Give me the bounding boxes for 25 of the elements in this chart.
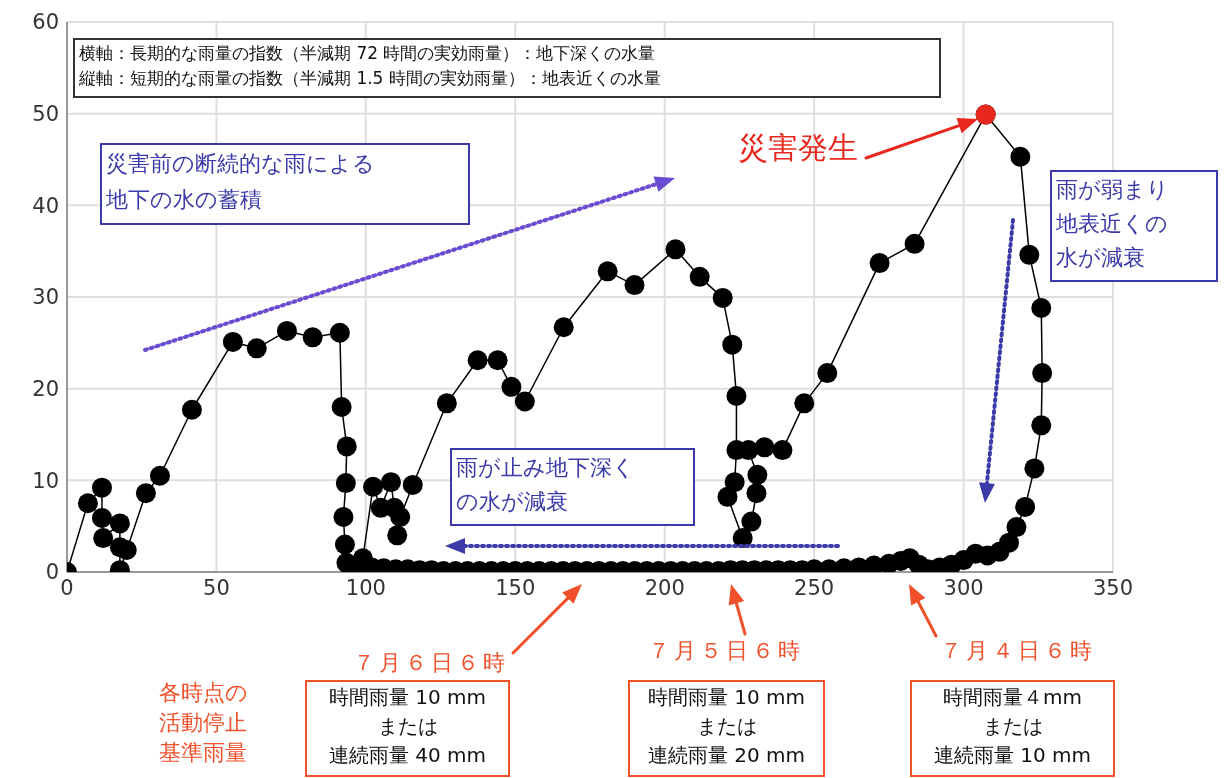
text: ７月５日６時 — [648, 637, 805, 665]
text: ７月６日６時 — [353, 649, 510, 677]
y-tick-label: 40 — [32, 193, 59, 218]
x-tick-label: 100 — [345, 575, 386, 600]
y-tick-label: 30 — [32, 285, 59, 310]
annotation: 雨が弱まり地表近くの水が減衰 — [1056, 176, 1170, 272]
x-tick-label: 300 — [943, 575, 984, 600]
text: 各時点の活動停止基準雨量 — [157, 679, 249, 767]
annotation: 雨が止み地下深くの水が減衰 — [456, 454, 636, 516]
text: 時間雨量 10 mmまたは連続雨量 20 mm — [646, 684, 807, 769]
annotation: 災害発生 — [738, 130, 859, 166]
y-tick-label: 10 — [32, 468, 59, 493]
y-tick-label: 60 — [32, 10, 59, 35]
y-tick-label: 20 — [32, 377, 59, 402]
y-tick-label: 50 — [32, 102, 59, 127]
text: 時間雨量４mmまたは連続雨量 10 mm — [932, 684, 1093, 769]
x-tick-label: 250 — [794, 575, 835, 600]
text: ７月４日６時 — [940, 637, 1097, 665]
annotation: 災害前の断続的な雨による地下の水の蓄積 — [106, 150, 376, 214]
x-tick-label: 200 — [644, 575, 685, 600]
x-tick-label: 350 — [1092, 575, 1134, 600]
annotation: 横軸：長期的な雨量の指数（半減期 72 時間の実効雨量）：地下深くの水量縦軸：短期的な雨量の指数（半減期 1.5 時間の実効雨量）：地表近くの水量 — [79, 42, 662, 90]
x-tick-label: 150 — [495, 575, 536, 600]
text: 時間雨量 10 mmまたは連続雨量 40 mm — [327, 684, 488, 769]
x-tick-label: 50 — [203, 575, 230, 600]
